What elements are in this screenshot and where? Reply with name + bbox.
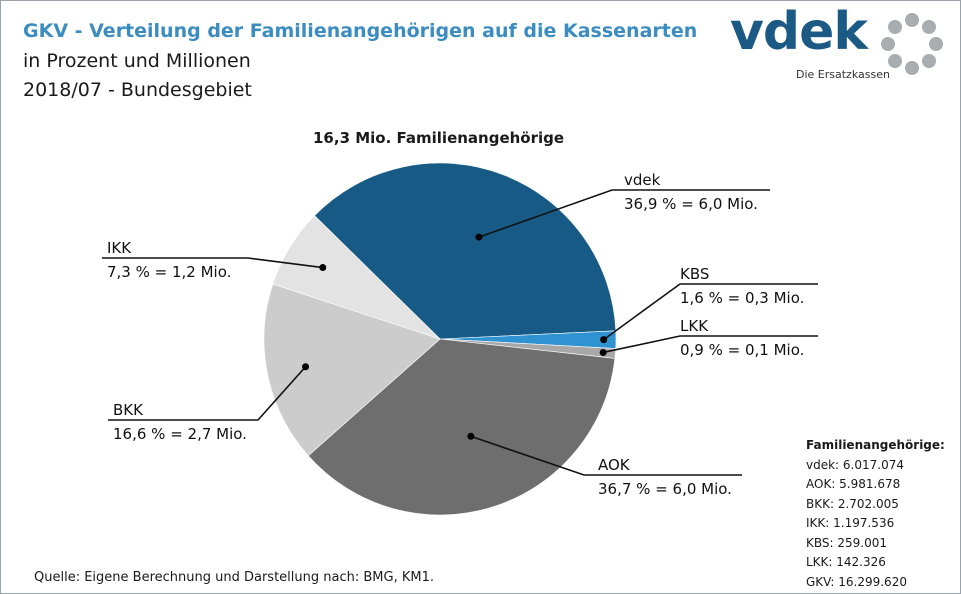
- slice-name-label: BKK: [113, 401, 144, 419]
- leader-line-lkk: [602, 335, 818, 354]
- label-anchor-dot: [600, 336, 608, 344]
- pie-slice-bkk: [263, 283, 441, 457]
- pie-slice-aok: [307, 338, 616, 516]
- chart-main-title: GKV - Verteilung der Familienangehörigen…: [23, 20, 698, 42]
- slice-name-label: IKK: [107, 239, 132, 257]
- leader-line-bkk: [108, 366, 307, 421]
- slice-value-label: 36,7 % = 6,0 Mio.: [598, 480, 732, 498]
- logo-tagline: Die Ersatzkassen: [796, 68, 890, 81]
- leader-line-vdek: [478, 189, 770, 238]
- totals-row: BKK: 2.702.005: [806, 496, 899, 511]
- totals-row: vdek: 6.017.074: [806, 457, 904, 472]
- source-note: Quelle: Eigene Berechnung und Darstellun…: [34, 570, 434, 585]
- slice-name-label: vdek: [624, 171, 661, 189]
- label-anchor-dot: [599, 348, 607, 356]
- pie-slice-vdek: [314, 162, 617, 340]
- slice-name-label: KBS: [680, 265, 709, 283]
- totals-row: IKK: 1.197.536: [806, 516, 895, 530]
- slice-value-label: 0,9 % = 0,1 Mio.: [680, 341, 804, 359]
- totals-row: LKK: 142.326: [806, 555, 886, 569]
- slice-value-label: 36,9 % = 6,0 Mio.: [624, 195, 758, 213]
- label-anchor-dot: [467, 432, 475, 440]
- leader-line-kbs: [603, 283, 818, 341]
- chart-period: 2018/07 - Bundesgebiet: [23, 79, 252, 101]
- label-anchor-dot: [302, 363, 310, 371]
- logo-ring-icon: [881, 13, 943, 75]
- slice-name-label: LKK: [680, 317, 709, 335]
- vdek-logo: vdek Die Ersatzkassen: [730, 2, 950, 88]
- totals-heading: Familienangehörige:: [806, 438, 945, 452]
- label-anchor-dot: [319, 264, 327, 272]
- slice-value-label: 7,3 % = 1,2 Mio.: [107, 263, 231, 281]
- totals-row: AOK: 5.981.678: [806, 477, 901, 491]
- totals-box: Familienangehörige: vdek: 6.017.074 AOK:…: [806, 436, 945, 592]
- totals-row: KBS: 259.001: [806, 535, 887, 550]
- totals-row: GKV: 16.299.620: [806, 574, 907, 589]
- label-anchor-dot: [475, 233, 483, 241]
- slice-value-label: 16,6 % = 2,7 Mio.: [113, 425, 247, 443]
- logo-wordmark: vdek: [730, 2, 868, 62]
- leader-line-ikk: [102, 257, 323, 269]
- slice-name-label: AOK: [598, 456, 631, 474]
- chart-subtitle: in Prozent und Millionen: [23, 50, 251, 72]
- slice-value-label: 1,6 % = 0,3 Mio.: [680, 289, 804, 307]
- pie-slice-ikk: [272, 215, 441, 340]
- pie-title: 16,3 Mio. Familienangehörige: [313, 129, 565, 147]
- leader-line-aok: [470, 435, 742, 476]
